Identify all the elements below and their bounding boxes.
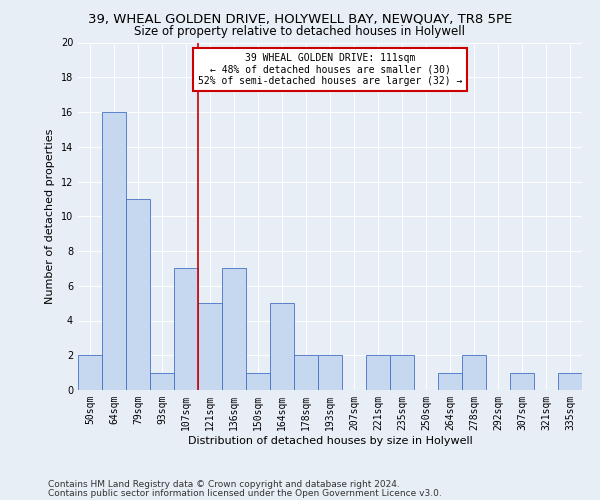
Bar [102,112,126,390]
Bar [390,355,414,390]
Bar [150,372,174,390]
Bar [270,303,294,390]
Bar [222,268,246,390]
Bar [78,355,102,390]
Bar [558,372,582,390]
Text: Contains public sector information licensed under the Open Government Licence v3: Contains public sector information licen… [48,488,442,498]
Text: 39, WHEAL GOLDEN DRIVE, HOLYWELL BAY, NEWQUAY, TR8 5PE: 39, WHEAL GOLDEN DRIVE, HOLYWELL BAY, NE… [88,12,512,26]
Text: Size of property relative to detached houses in Holywell: Size of property relative to detached ho… [134,25,466,38]
Bar [198,303,222,390]
Bar [318,355,342,390]
Bar [174,268,198,390]
Bar [438,372,462,390]
X-axis label: Distribution of detached houses by size in Holywell: Distribution of detached houses by size … [188,436,472,446]
Bar [366,355,390,390]
Bar [294,355,318,390]
Bar [510,372,534,390]
Bar [126,199,150,390]
Bar [462,355,486,390]
Text: Contains HM Land Registry data © Crown copyright and database right 2024.: Contains HM Land Registry data © Crown c… [48,480,400,489]
Text: 39 WHEAL GOLDEN DRIVE: 111sqm
← 48% of detached houses are smaller (30)
52% of s: 39 WHEAL GOLDEN DRIVE: 111sqm ← 48% of d… [198,53,462,86]
Bar [246,372,270,390]
Y-axis label: Number of detached properties: Number of detached properties [45,128,55,304]
